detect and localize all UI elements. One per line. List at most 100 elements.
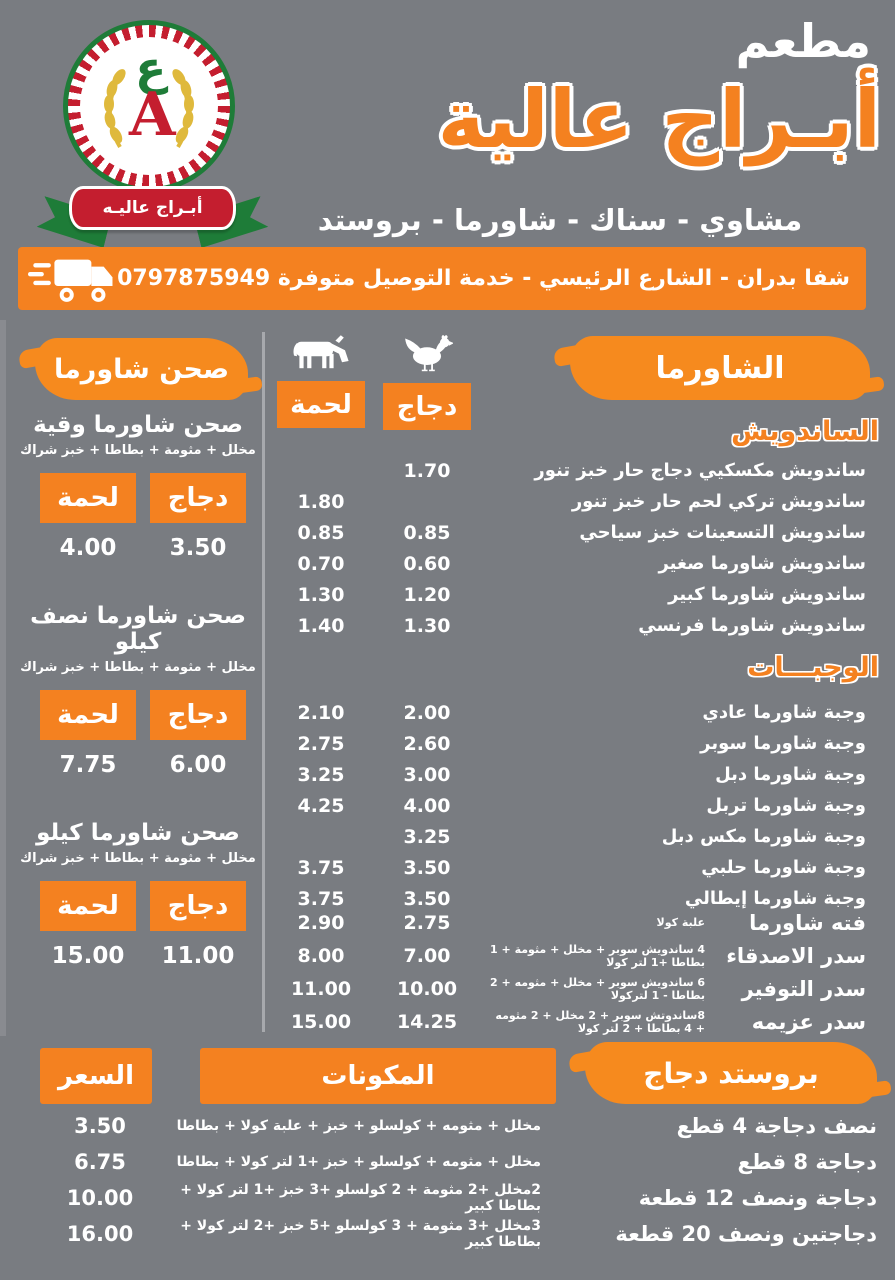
item-note: علبة كولا (656, 916, 705, 929)
plate-meat-price: 7.75 (59, 752, 117, 778)
item-name: فته شاورما (749, 910, 866, 935)
sandwich-subheader: الساندويش (731, 416, 879, 447)
menu-row: 0.70 0.60 ساندويش شاورما صغير (270, 548, 880, 579)
broasted-section-header: بروستد دجاج (585, 1042, 877, 1104)
menu-row: 16.00 3مخلل +3 مثومة + 3 كولسلو +5 خبز +… (0, 1216, 895, 1252)
chicken-price: 0.85 (403, 521, 451, 544)
chicken-column-label: دجاج (383, 383, 471, 430)
plate-ingredients: مخلل + مثومة + بطاطا + خبز شراك (20, 851, 256, 866)
plate-item: صحن شاورما وقية مخلل + مثومة + بطاطا + خ… (18, 412, 258, 561)
meat-price: 2.10 (297, 701, 345, 724)
shawarma-plates-section: صحن شاورما وقية مخلل + مثومة + بطاطا + خ… (18, 412, 258, 1011)
chicken-icon (405, 335, 453, 372)
logo-ribbon: أبـراج عاليـه (45, 184, 260, 242)
item-ingredients: مخلل + مثومه + كولسلو + خبز +1 لتر كولا … (176, 1154, 541, 1170)
menu-row: 3.75 3.50 وجبة شاورما حلبي (270, 852, 880, 883)
menu-row: 1.70 ساندويش مكسكيي دجاج حار خبز تنور (270, 455, 880, 486)
plate-meat-price: 15.00 (51, 943, 125, 969)
meat-price: 0.70 (297, 552, 345, 575)
meat-price: 1.30 (297, 583, 345, 606)
item-ingredients: 3مخلل +3 مثومة + 3 كولسلو +5 خبز +2 لتر … (180, 1218, 541, 1250)
sandwich-list: 1.70 ساندويش مكسكيي دجاج حار خبز تنور 1.… (270, 455, 880, 641)
meals-subheader: الوجبـــات (747, 652, 879, 683)
item-name: سدر عزيمه (751, 1009, 866, 1034)
menu-row: 3.75 3.50 وجبة شاورما إيطالي (270, 883, 880, 914)
meat-price: 1.80 (297, 490, 345, 513)
chicken-label-box: دجاج (150, 690, 246, 740)
menu-row: 15.00 14.25 8ساندوتش سوبر + 2 مخلل + 2 م… (270, 1005, 880, 1038)
item-note: 4 ساندويش سوبر + مخلل + مثومة + 1 بطاطا … (490, 942, 705, 969)
chicken-price: 1.20 (403, 583, 451, 606)
menu-row: 3.50 مخلل + مثومه + كولسلو + خبز + علبة … (0, 1108, 895, 1144)
plate-item: صحن شاورما نصف كيلو مخلل + مثومة + بطاطا… (18, 603, 258, 778)
item-name: وجبة شاورما سوبر (700, 733, 866, 754)
item-price: 3.50 (74, 1114, 126, 1138)
menu-row: 2.10 2.00 وجبة شاورما عادي (270, 697, 880, 728)
chicken-price: 3.00 (403, 763, 451, 786)
item-ingredients: مخلل + مثومه + كولسلو + خبز + علبة كولا … (176, 1118, 541, 1134)
plates-title: صحن شاورما (53, 353, 230, 385)
menu-row: 1.80 ساندويش تركي لحم حار خبز تنور (270, 486, 880, 517)
menu-row: 6.75 مخلل + مثومه + كولسلو + خبز +1 لتر … (0, 1144, 895, 1180)
meat-price: 3.75 (297, 887, 345, 910)
item-name: وجبة شاورما إيطالي (684, 888, 866, 909)
restaurant-type-label: مطعم (735, 14, 871, 68)
item-name: دجاجة ونصف 12 قطعة (638, 1186, 877, 1210)
menu-row: 4.25 4.00 وجبة شاورما تربل (270, 790, 880, 821)
logo-emblem-inner: ع A (80, 37, 218, 175)
plate-name: صحن شاورما نصف كيلو (30, 603, 246, 655)
menu-row: 2.90 2.75 علبة كولا فته شاورما (270, 906, 880, 939)
meat-price: 1.40 (297, 614, 345, 637)
plate-chicken-price: 3.50 (169, 535, 227, 561)
logo-emblem: ع A (63, 20, 235, 192)
plate-ingredients: مخلل + مثومة + بطاطا + خبز شراك (20, 443, 256, 458)
meat-label-box: لحمة (40, 881, 136, 931)
item-name: سدر الاصدقاء (726, 943, 866, 968)
delivery-truck-icon (28, 259, 113, 302)
price-header-box: السعر (40, 1048, 152, 1104)
item-name: دجاجة 8 قطع (737, 1150, 877, 1174)
logo-letter-ar: ع (135, 41, 167, 95)
chicken-price: 14.25 (396, 1010, 458, 1033)
restaurant-name-title: أبـراج عالية (437, 73, 881, 166)
plates-section-header: صحن شاورما (35, 338, 248, 400)
item-name: نصف دجاجة 4 قطع (676, 1114, 877, 1138)
meat-price: 0.85 (297, 521, 345, 544)
meat-price: 11.00 (290, 977, 352, 1000)
menu-row: 1.30 1.20 ساندويش شاورما كبير (270, 579, 880, 610)
chicken-price: 3.25 (403, 825, 451, 848)
menu-row: 11.00 10.00 6 ساندويش سوبر + مخلل + مثوم… (270, 972, 880, 1005)
chicken-price: 2.00 (403, 701, 451, 724)
meat-price: 3.75 (297, 856, 345, 879)
menu-row: 10.00 2مخلل +2 مثومة + 2 كولسلو +3 خبز +… (0, 1180, 895, 1216)
chicken-price: 2.60 (403, 732, 451, 755)
meat-column: لحمة (270, 328, 372, 430)
item-name: ساندويش شاورما فرنسي (638, 615, 866, 636)
chicken-price: 3.50 (403, 887, 451, 910)
item-name: ساندويش التسعينات خبز سياحي (579, 522, 866, 543)
delivery-bar: شفا بدران - الشارع الرئيسي - خدمة التوصي… (18, 247, 866, 310)
chicken-price: 7.00 (403, 944, 451, 967)
item-note: 6 ساندويش سوبر + مخلل + مثومه + 2 بطاطا … (490, 975, 705, 1002)
menu-row: 2.75 2.60 وجبة شاورما سوبر (270, 728, 880, 759)
item-ingredients: 2مخلل +2 مثومة + 2 كولسلو +3 خبز +1 لتر … (180, 1182, 541, 1214)
tagline: مشاوي - سناك - شاورما - بروستد (317, 203, 803, 237)
broasted-title: بروستد دجاج (643, 1056, 819, 1090)
plate-name: صحن شاورما وقية (33, 412, 243, 438)
chicken-label-box: دجاج (150, 881, 246, 931)
meals-list: 2.10 2.00 وجبة شاورما عادي 2.75 2.60 وجب… (270, 697, 880, 914)
item-name: دجاجتين ونصف 20 قطعة (615, 1222, 877, 1246)
item-name: ساندويش تركي لحم حار خبز تنور (571, 491, 866, 512)
broasted-list: 3.50 مخلل + مثومه + كولسلو + خبز + علبة … (0, 1108, 895, 1252)
plate-name: صحن شاورما كيلو (36, 820, 240, 846)
item-name: ساندويش مكسكيي دجاج حار خبز تنور (534, 460, 866, 481)
meat-price: 2.90 (297, 911, 345, 934)
plate-chicken-price: 6.00 (169, 752, 227, 778)
chicken-price: 2.75 (403, 911, 451, 934)
item-name: وجبة شاورما تربل (706, 795, 866, 816)
meat-price: 15.00 (290, 1010, 352, 1033)
column-divider (262, 332, 265, 1032)
menu-row: 0.85 0.85 ساندويش التسعينات خبز سياحي (270, 517, 880, 548)
menu-row: 3.25 وجبة شاورما مكس دبل (270, 821, 880, 852)
